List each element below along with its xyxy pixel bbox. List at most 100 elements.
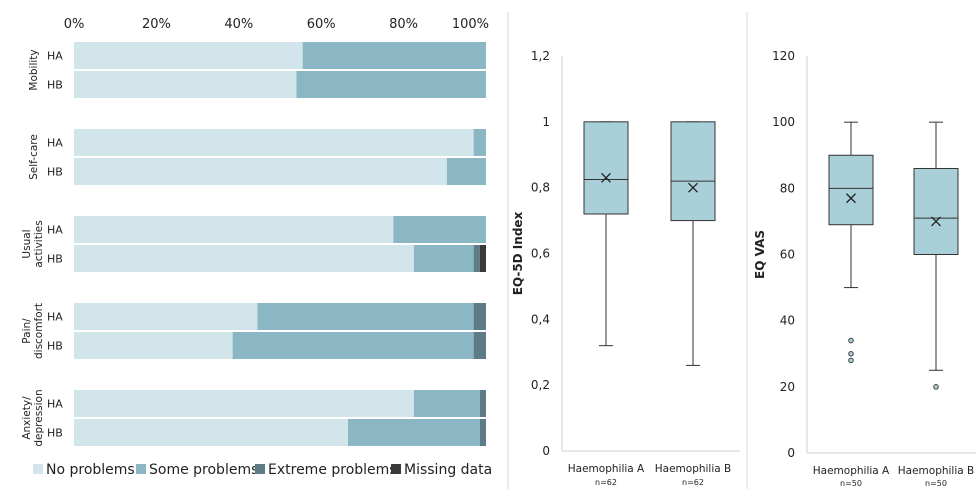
legend-swatch (33, 464, 43, 474)
y-axis-title: EQ-5D Index (511, 211, 525, 295)
bar-segment (74, 158, 447, 185)
box (828, 154, 874, 226)
bar-segment (296, 71, 486, 98)
y-tick-label: 120 (772, 49, 795, 63)
bar-segment (393, 216, 486, 243)
x-tick-label: 40% (224, 17, 253, 32)
legend-label: No problems (46, 462, 135, 478)
outlier-point (848, 337, 854, 344)
bar-segment (74, 42, 303, 69)
mean-marker (601, 172, 611, 183)
dimension-label-line: activities (33, 220, 45, 267)
eq-vas-boxplot: 0 20 40 60 80 100 120 EQ VAS Haemophilia A n=50 Ha… (753, 49, 976, 488)
category-label: Haemophilia B (898, 465, 975, 477)
y-tick-label: 0,8 (531, 181, 550, 195)
legend-label: Some problems (149, 462, 258, 478)
dimension-label: Pain/discomfort (21, 303, 45, 359)
group-label: HA (47, 224, 63, 237)
y-tick-label: 0,4 (531, 312, 550, 326)
y-tick-label: 0 (787, 446, 795, 460)
bar-segment (74, 129, 474, 156)
mean-marker (931, 216, 941, 227)
x-tick-label: 60% (307, 17, 336, 32)
bar-segment (473, 332, 486, 359)
bar-segment (347, 419, 480, 446)
bar-segment (479, 419, 486, 446)
y-tick-label: 40 (780, 314, 795, 328)
sample-size-label: n=50 (840, 479, 862, 488)
y-tick-label: 1,2 (531, 49, 550, 63)
bar-segment (479, 390, 486, 417)
x-tick-label: 80% (389, 17, 418, 32)
y-tick-label: 0,2 (531, 378, 550, 392)
legend-label: Extreme problems (268, 462, 397, 478)
legend-label: Missing data (404, 462, 492, 478)
dimension-label-line: Pain/ (21, 318, 33, 344)
bar-segment (446, 158, 486, 185)
box (913, 167, 959, 256)
bar-segment (74, 71, 297, 98)
sample-size-label: n=62 (595, 478, 617, 487)
category-label: Haemophilia B (655, 463, 732, 475)
group-label: HB (47, 427, 63, 440)
legend-swatch (136, 464, 146, 474)
stacked-bar-chart: 0% 20% 40% 60% 80% 100% Mobility HA HB Self-care H… (21, 17, 492, 478)
dimension-label-line: Usual (21, 229, 33, 258)
mean-marker (688, 182, 698, 193)
dimension-label-line: depression (33, 389, 45, 446)
bar-segment (473, 129, 486, 156)
bar-segment (74, 216, 394, 243)
bar-segment (302, 42, 486, 69)
bar-segment (479, 245, 486, 272)
outlier-point (933, 384, 939, 390)
sample-size-label: n=62 (682, 478, 704, 487)
group-label: HB (47, 253, 63, 266)
group-label: HB (47, 340, 63, 353)
eq5d-index-boxplot: 0 0,2 0,4 0,6 0,8 1 1,2 EQ-5D Index Haemophilia … (511, 49, 740, 487)
legend-swatch (255, 464, 265, 474)
dimension-label: Mobility (28, 49, 40, 90)
bar-segment (74, 390, 414, 417)
y-tick-label: 20 (780, 380, 795, 394)
group-label: HB (47, 79, 63, 92)
legend-swatch (391, 464, 401, 474)
bar-segment (232, 332, 474, 359)
y-tick-label: 1 (542, 115, 550, 129)
bar-segment (257, 303, 474, 330)
bar-segment (74, 419, 348, 446)
box (583, 121, 629, 215)
category-label: Haemophilia A (813, 465, 890, 477)
bar-segment (413, 390, 480, 417)
bar-segment (413, 245, 474, 272)
x-tick-label: 20% (142, 17, 171, 32)
bar-segment (74, 303, 258, 330)
y-tick-label: 80 (780, 181, 795, 195)
y-tick-label: 0 (542, 444, 550, 458)
sample-size-label: n=50 (925, 479, 947, 488)
y-tick-label: 60 (780, 248, 795, 262)
bar-segment (473, 245, 480, 272)
y-tick-label: 0,6 (531, 247, 550, 261)
outlier-point (848, 350, 854, 357)
group-label: HA (47, 311, 63, 324)
y-axis-title: EQ VAS (753, 230, 767, 279)
mean-marker (846, 193, 856, 204)
group-label: HA (47, 398, 63, 411)
box (670, 121, 716, 222)
x-tick-label: 0% (64, 17, 85, 32)
dimension-label-line: Anxiety/ (21, 396, 33, 440)
dimension-label: Self-care (28, 134, 40, 180)
bar-segment (473, 303, 486, 330)
group-label: HB (47, 166, 63, 179)
dimension-label: Anxiety/depression (21, 389, 45, 446)
bar-segment (74, 332, 233, 359)
dimension-label-line: discomfort (33, 303, 45, 359)
x-tick-label: 100% (452, 17, 489, 32)
group-label: HA (47, 137, 63, 150)
dimension-label: Usualactivities (21, 220, 45, 267)
group-label: HA (47, 50, 63, 63)
y-tick-label: 100 (772, 115, 795, 129)
category-label: Haemophilia A (568, 463, 645, 475)
bar-segment (74, 245, 414, 272)
